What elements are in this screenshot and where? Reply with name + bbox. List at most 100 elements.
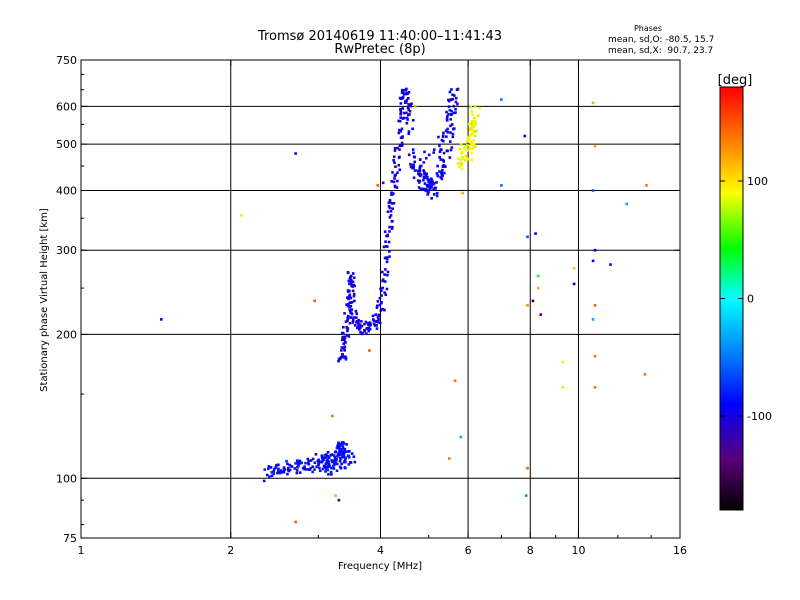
echo-point: [389, 209, 393, 213]
echo-point: [439, 158, 443, 161]
echo-point: [463, 159, 467, 162]
echo-point: [436, 164, 439, 168]
echo-point: [297, 464, 300, 468]
echo-point: [443, 171, 446, 175]
echo-point: [419, 173, 423, 176]
echo-point: [417, 169, 420, 173]
echo-point: [396, 171, 399, 175]
echo-point: [396, 146, 399, 150]
x-tick-label: 4: [377, 544, 384, 557]
echo-point: [398, 155, 401, 159]
echo-point: [330, 466, 333, 470]
echo-point: [392, 159, 395, 162]
echo-point: [399, 97, 403, 101]
y-tick-label: 500: [56, 138, 77, 151]
echo-point: [449, 148, 453, 152]
echo-point: [399, 112, 402, 116]
echo-point: [428, 188, 432, 191]
echo-point: [440, 148, 443, 152]
echo-point: [428, 185, 431, 189]
echo-point: [293, 467, 297, 470]
echo-point: [268, 475, 271, 479]
echo-point: [352, 276, 356, 280]
echo-point: [346, 450, 349, 453]
echo-point: [283, 468, 287, 471]
echo-point: [375, 304, 379, 308]
echo-point: [369, 323, 372, 327]
echo-point: [442, 160, 446, 163]
echo-point: [385, 256, 388, 259]
echo-point: [296, 466, 299, 469]
x-tick-label: 16: [673, 544, 687, 557]
echo-point: [387, 205, 391, 208]
echo-point: [398, 119, 402, 123]
echo-point: [295, 459, 299, 462]
x-tick-label: 8: [527, 544, 534, 557]
echo-point: [398, 148, 401, 151]
echo-point: [473, 120, 477, 123]
echo-point: [367, 329, 371, 333]
echo-point: [385, 287, 389, 291]
echo-point: [449, 131, 452, 134]
echo-point: [438, 150, 442, 153]
echo-point: [418, 167, 422, 170]
echo-point: [609, 263, 612, 266]
y-axis-label: Stationary phase Virtual Height [km]: [39, 208, 50, 392]
colorbar-tick-label: -100: [747, 410, 772, 423]
echo-point: [321, 467, 325, 471]
echo-point: [277, 463, 280, 467]
echo-point: [424, 188, 428, 191]
echo-point: [472, 138, 476, 142]
echo-point: [435, 191, 439, 195]
echo-point: [471, 142, 474, 146]
echo-point: [413, 155, 416, 159]
echo-point: [460, 167, 464, 171]
echo-point: [423, 176, 426, 180]
echo-point: [332, 454, 336, 457]
echo-point: [295, 469, 299, 472]
echo-point: [446, 130, 449, 134]
echo-point: [388, 216, 392, 219]
echo-point: [381, 181, 385, 185]
echo-point: [424, 173, 428, 177]
echo-point: [340, 349, 343, 352]
echo-point: [414, 105, 417, 108]
echo-point: [418, 158, 422, 161]
echo-point: [471, 113, 474, 117]
echo-point: [412, 151, 415, 155]
echo-point: [357, 323, 360, 326]
echo-point: [353, 323, 357, 327]
echo-point: [371, 318, 375, 321]
echo-point: [343, 338, 346, 342]
echo-point: [351, 319, 355, 323]
echo-point: [349, 316, 352, 319]
echo-point: [347, 335, 351, 338]
echo-point: [337, 451, 341, 455]
echo-point: [344, 456, 347, 460]
echo-point: [352, 455, 356, 459]
echo-point: [279, 469, 283, 472]
echo-point: [388, 225, 391, 229]
echo-point: [371, 314, 375, 318]
echo-point: [343, 356, 346, 359]
echo-point: [392, 180, 396, 184]
echo-point: [296, 461, 299, 465]
echo-point: [445, 118, 449, 122]
echo-point: [342, 455, 346, 459]
echo-point: [262, 479, 266, 483]
echo-point: [470, 132, 473, 136]
echo-point: [365, 332, 368, 335]
echo-point: [333, 456, 337, 459]
echo-point: [423, 170, 426, 174]
echo-point: [411, 148, 415, 151]
echo-point: [470, 120, 474, 123]
echo-point: [340, 462, 343, 466]
echo-point: [270, 471, 274, 474]
echo-point: [392, 155, 396, 159]
echo-point: [593, 144, 597, 148]
echo-point: [294, 520, 297, 524]
echo-point: [429, 181, 432, 184]
echo-point: [342, 441, 345, 444]
echo-point: [391, 192, 395, 196]
echo-point: [331, 460, 334, 464]
